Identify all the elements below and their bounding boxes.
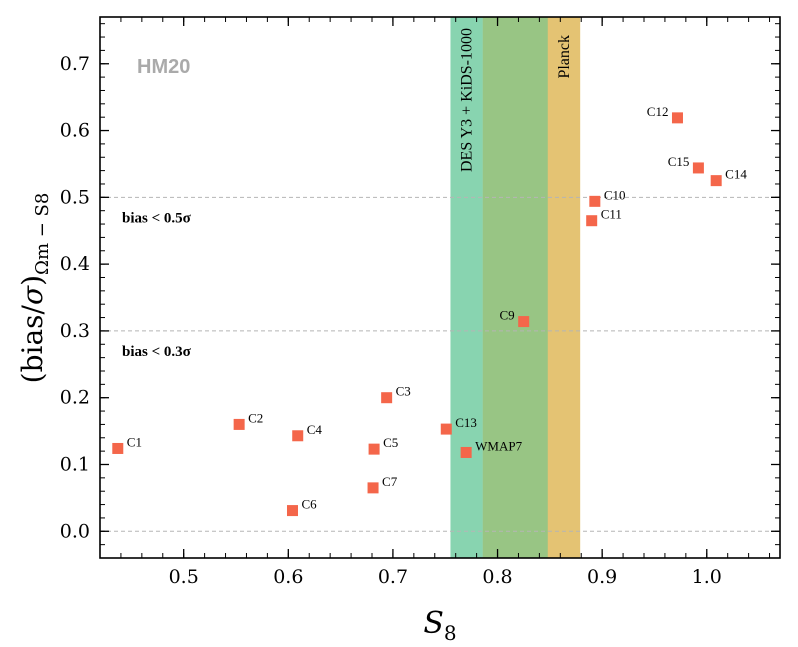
x-tick-label: 0.7 bbox=[378, 566, 408, 588]
band-overlap bbox=[482, 17, 548, 558]
y-tick-label: 0.2 bbox=[60, 387, 90, 409]
point-label-c1: C1 bbox=[127, 434, 142, 449]
point-label-c14: C14 bbox=[725, 167, 747, 182]
x-tick-label: 0.8 bbox=[482, 566, 512, 588]
y-axis-title-sub: Ωm − S8 bbox=[32, 193, 53, 275]
point-c4 bbox=[292, 430, 304, 442]
x-axis-title: S8 bbox=[423, 606, 456, 645]
y-tick-label: 0.3 bbox=[60, 320, 90, 342]
point-c9 bbox=[518, 316, 530, 328]
axis-ticks bbox=[99, 17, 780, 559]
point-c10 bbox=[589, 195, 601, 207]
des-kids-band-label: DES Y3 + KiDS-1000 bbox=[459, 28, 476, 172]
point-label-c13: C13 bbox=[455, 415, 477, 430]
x-tick-label: 1.0 bbox=[692, 566, 722, 588]
x-tick-label: 0.6 bbox=[273, 566, 303, 588]
y-axis-title-main: (bias/ bbox=[16, 304, 49, 383]
point-wmap7 bbox=[460, 446, 472, 458]
point-label-c5: C5 bbox=[383, 435, 398, 450]
point-label-c4: C4 bbox=[307, 422, 323, 437]
x-axis-title-sub: 8 bbox=[444, 621, 457, 645]
point-c1 bbox=[112, 442, 124, 454]
x-axis-title-main: S bbox=[423, 606, 444, 641]
x-tick-label: 0.9 bbox=[587, 566, 617, 588]
point-label-c7: C7 bbox=[382, 474, 398, 489]
plot-frame bbox=[99, 16, 781, 559]
y-axis-title: (bias/σ)Ωm − S8 bbox=[16, 193, 53, 384]
point-c2 bbox=[233, 418, 245, 430]
corner-label: HM20 bbox=[137, 56, 190, 78]
annotations: DES Y3 + KiDS-1000 Planck bias < 0.3σ bias … bbox=[60, 28, 748, 588]
bias-label-1: bias < 0.3σ bbox=[122, 344, 192, 360]
y-axis-title-sigma: σ bbox=[16, 285, 49, 305]
band-layer bbox=[450, 17, 581, 558]
x-tick-label: 0.5 bbox=[169, 566, 199, 588]
planck-band-label: Planck bbox=[556, 35, 573, 79]
point-label-c10: C10 bbox=[604, 187, 626, 202]
y-tick-label: 0.4 bbox=[60, 253, 90, 275]
point-label-c3: C3 bbox=[396, 384, 411, 399]
point-c6 bbox=[286, 505, 298, 517]
data-points bbox=[112, 112, 722, 517]
point-c5 bbox=[368, 443, 380, 455]
y-tick-label: 0.1 bbox=[60, 453, 90, 475]
point-label-wmap7: WMAP7 bbox=[475, 438, 522, 453]
point-label-c2: C2 bbox=[248, 410, 263, 425]
bias-label-2: bias < 0.5σ bbox=[122, 210, 192, 226]
point-c3 bbox=[381, 392, 393, 404]
point-c14 bbox=[710, 175, 722, 187]
point-c12 bbox=[671, 112, 683, 124]
point-label-c15: C15 bbox=[668, 154, 690, 169]
point-label-c9: C9 bbox=[500, 308, 515, 323]
y-tick-label: 0.7 bbox=[60, 53, 90, 75]
y-tick-label: 0.0 bbox=[60, 520, 90, 542]
y-tick-label: 0.5 bbox=[60, 186, 90, 208]
reference-lines bbox=[100, 196, 780, 532]
y-tick-label: 0.6 bbox=[60, 120, 90, 142]
point-label-c12: C12 bbox=[647, 104, 669, 119]
point-c11 bbox=[586, 215, 598, 227]
point-c13 bbox=[440, 423, 452, 435]
y-axis-title-close: ) bbox=[16, 275, 49, 286]
point-c15 bbox=[692, 162, 704, 174]
point-label-c11: C11 bbox=[601, 207, 622, 222]
point-label-c6: C6 bbox=[301, 497, 317, 512]
point-c7 bbox=[367, 482, 379, 494]
